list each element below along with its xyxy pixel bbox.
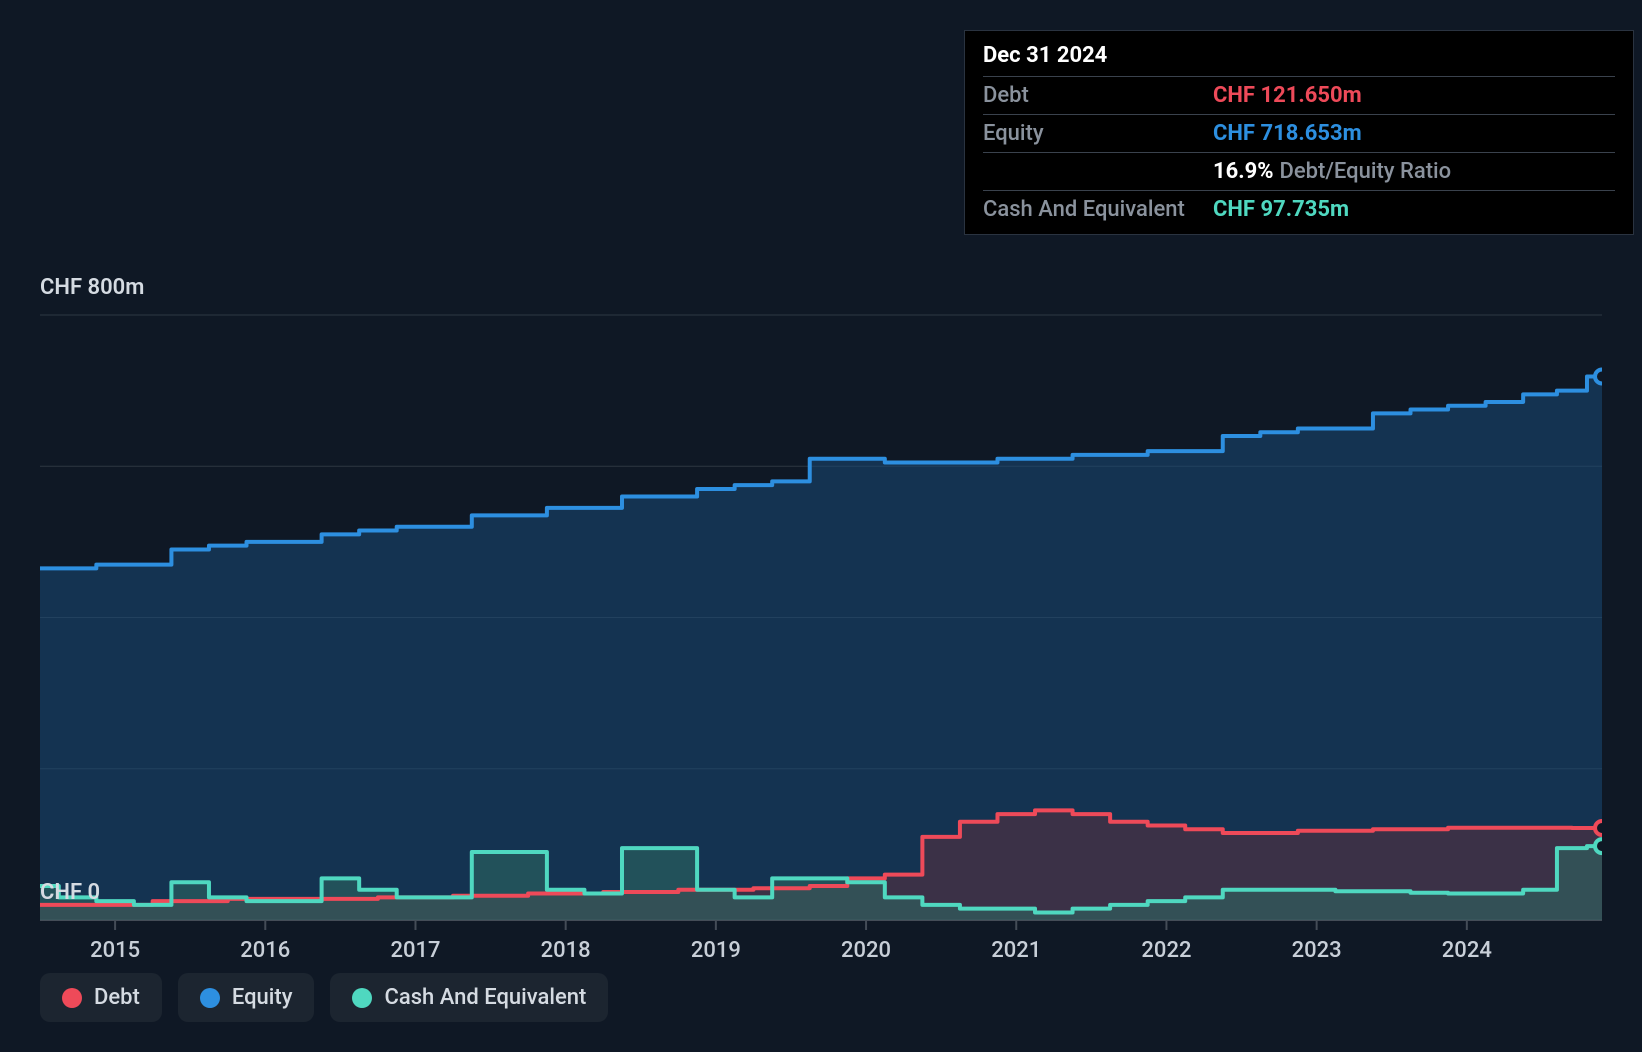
legend-item-cash[interactable]: Cash And Equivalent (330, 973, 608, 1022)
tooltip-row: DebtCHF 121.650m (983, 76, 1615, 114)
x-axis-labels: 2015 2016 2017 2018 2019 2020 2021 2022 2023 2024 (40, 938, 1602, 968)
x-axis-tick-label: 2018 (541, 938, 591, 963)
tooltip-row: 16.9% Debt/Equity Ratio (983, 152, 1615, 190)
x-axis-tick-label: 2019 (691, 938, 741, 963)
x-axis-tick-label: 2023 (1292, 938, 1342, 963)
x-axis-tick-label: 2024 (1442, 938, 1492, 963)
tooltip-row-value: CHF 718.653m (1213, 121, 1362, 146)
x-axis-tick-label: 2021 (991, 938, 1041, 963)
chart-legend: Debt Equity Cash And Equivalent (40, 973, 608, 1022)
chart-container: CHF 800m CHF 0 2015201620172018201920202… (0, 0, 1642, 1052)
x-axis-tick-label: 2017 (390, 938, 440, 963)
tooltip-row-value: CHF 121.650m (1213, 83, 1362, 108)
legend-swatch (200, 988, 220, 1008)
legend-item-equity[interactable]: Equity (178, 973, 315, 1022)
tooltip-row-label: Debt (983, 83, 1213, 108)
tooltip-date: Dec 31 2024 (983, 43, 1615, 76)
legend-swatch (352, 988, 372, 1008)
tooltip-row: Cash And EquivalentCHF 97.735m (983, 190, 1615, 228)
legend-label: Equity (232, 985, 293, 1010)
y-axis-label-zero: CHF 0 (40, 880, 100, 905)
legend-label: Debt (94, 985, 140, 1010)
tooltip-row: EquityCHF 718.653m (983, 114, 1615, 152)
y-axis-label-top: CHF 800m (40, 275, 144, 300)
legend-item-debt[interactable]: Debt (40, 973, 162, 1022)
tooltip-row-value: CHF 97.735m (1213, 197, 1349, 222)
legend-swatch (62, 988, 82, 1008)
tooltip-row-extra: Debt/Equity Ratio (1280, 159, 1452, 184)
tooltip-row-label: Cash And Equivalent (983, 197, 1213, 222)
x-axis-tick-label: 2016 (240, 938, 290, 963)
tooltip-row-value: 16.9% (1213, 159, 1274, 184)
chart-tooltip: Dec 31 2024 DebtCHF 121.650mEquityCHF 71… (964, 30, 1634, 235)
tooltip-row-label: Equity (983, 121, 1213, 146)
legend-label: Cash And Equivalent (384, 985, 586, 1010)
x-axis-tick-label: 2022 (1141, 938, 1191, 963)
x-axis-tick-label: 2020 (841, 938, 891, 963)
x-axis-tick-label: 2015 (90, 938, 140, 963)
